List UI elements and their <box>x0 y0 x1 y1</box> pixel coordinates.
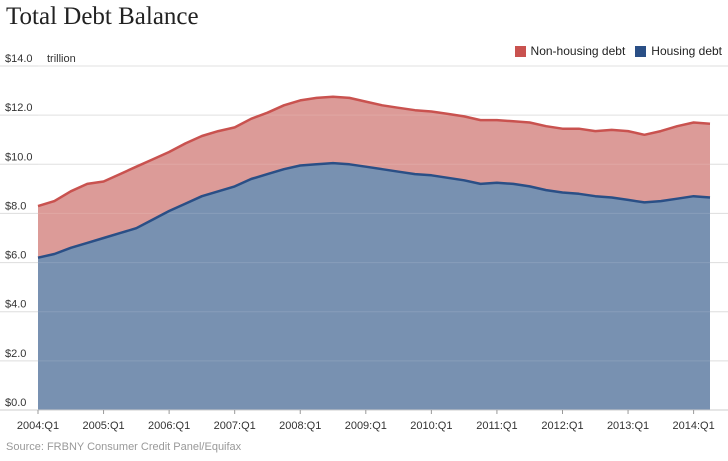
x-tick-label: 2013:Q1 <box>607 420 649 432</box>
x-tick-label: 2006:Q1 <box>148 420 190 432</box>
x-tick-label: 2012:Q1 <box>541 420 583 432</box>
x-tick-label: 2014:Q1 <box>673 420 715 432</box>
x-tick-label: 2011:Q1 <box>476 420 517 432</box>
x-tick-label: 2005:Q1 <box>82 420 124 432</box>
y-unit-label: trillion <box>47 53 76 65</box>
y-tick-label: $6.0 <box>5 250 26 262</box>
non-housing-area <box>38 96 710 258</box>
y-tick-label: $0.0 <box>5 397 26 409</box>
housing-area <box>38 163 710 410</box>
y-tick-label: $2.0 <box>5 348 26 360</box>
y-tick-label: $12.0 <box>5 102 33 114</box>
legend-swatch-non-housing <box>514 45 526 57</box>
y-tick-label: $10.0 <box>5 151 33 163</box>
y-tick-label: $4.0 <box>5 299 26 311</box>
x-tick-label: 2009:Q1 <box>345 420 387 432</box>
series-line-housing <box>37 161 711 259</box>
chart-source: Source: FRBNY Consumer Credit Panel/Equi… <box>6 441 242 453</box>
x-tick-label: 2007:Q1 <box>214 420 256 432</box>
legend-swatch-housing <box>635 45 647 57</box>
y-tick-label: $8.0 <box>5 200 26 212</box>
y-tick-label: $14.0 <box>5 53 33 65</box>
x-tick-label: 2008:Q1 <box>279 420 321 432</box>
x-tick-label: 2004:Q1 <box>17 420 59 432</box>
legend-item-housing: Housing debt <box>635 44 722 58</box>
legend-label-non-housing: Non-housing debt <box>530 44 626 58</box>
chart-title: Total Debt Balance <box>6 3 199 30</box>
chart-legend: Non-housing debt Housing debt <box>505 44 722 58</box>
x-tick-label: 2010:Q1 <box>410 420 452 432</box>
series-line-non-housing <box>37 95 711 208</box>
legend-item-non-housing: Non-housing debt <box>514 44 626 58</box>
legend-label-housing: Housing debt <box>651 44 722 58</box>
